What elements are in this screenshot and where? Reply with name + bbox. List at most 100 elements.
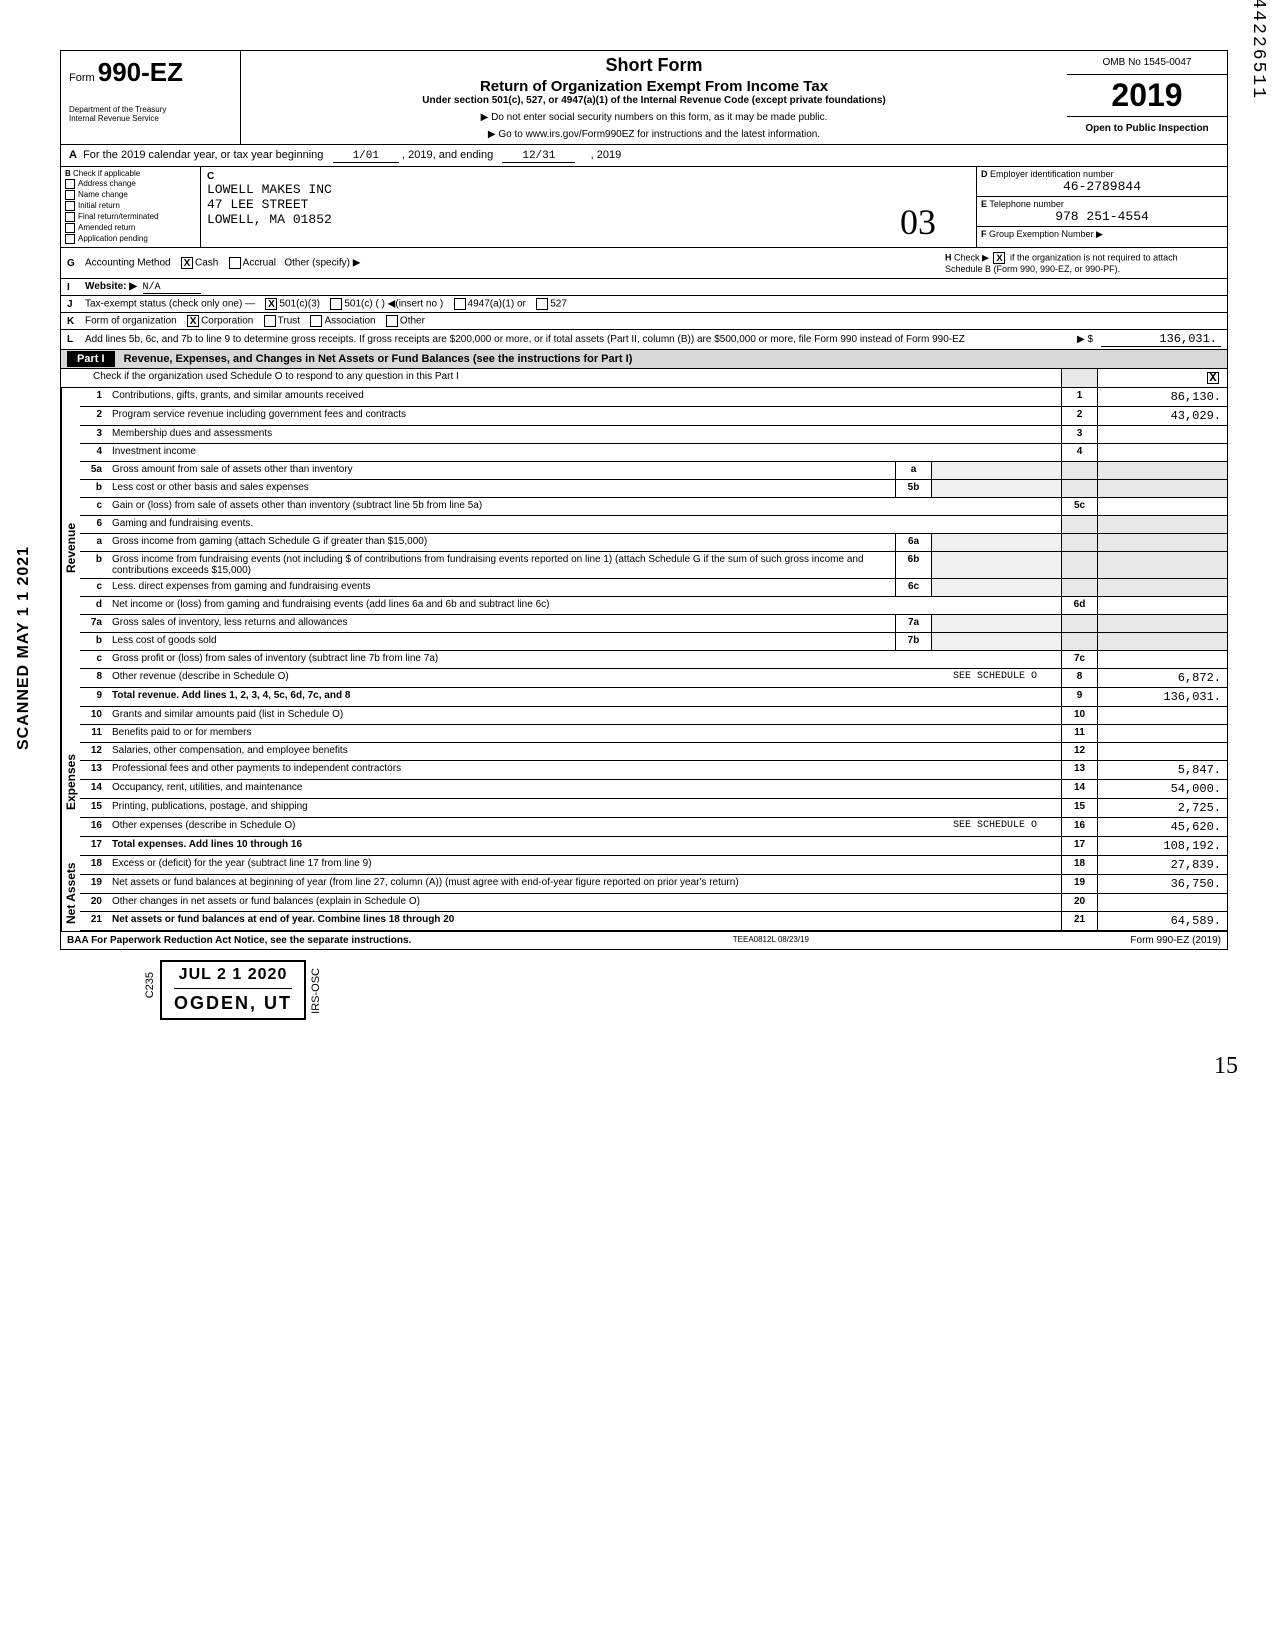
line-num: b <box>80 480 108 497</box>
chk-address[interactable] <box>65 179 75 189</box>
box-num: 19 <box>1061 875 1097 893</box>
box-amt <box>1097 444 1227 461</box>
i-label: I <box>67 282 85 293</box>
shaded <box>1061 579 1097 596</box>
mid-box: 7a <box>895 615 931 632</box>
stamp-side1: C235 <box>144 972 156 998</box>
line-desc: Gain or (loss) from sale of assets other… <box>108 498 1061 515</box>
line-a-label: A <box>69 149 77 161</box>
chk-cash[interactable]: X <box>181 257 193 269</box>
shaded <box>1097 534 1227 551</box>
line-desc: Printing, publications, postage, and shi… <box>108 799 1061 817</box>
line-desc: Gaming and fundraising events. <box>108 516 1061 533</box>
line-desc: Net income or (loss) from gaming and fun… <box>108 597 1061 614</box>
mid-amt <box>931 552 1061 578</box>
mid-box: 7b <box>895 633 931 650</box>
chk-amended[interactable] <box>65 223 75 233</box>
shaded <box>1097 462 1227 479</box>
shaded <box>1097 615 1227 632</box>
opt-4947: 4947(a)(1) or <box>468 299 526 310</box>
form-id-box: Form 990-EZ Department of the Treasury I… <box>61 51 241 144</box>
chk-pending[interactable] <box>65 234 75 244</box>
e-caption: Telephone number <box>989 199 1064 209</box>
line-17: 17Total expenses. Add lines 10 through 1… <box>80 837 1227 856</box>
chk-527[interactable] <box>536 298 548 310</box>
shaded <box>1061 534 1097 551</box>
line-6: 6Gaming and fundraising events. <box>80 516 1227 534</box>
chk-final[interactable] <box>65 212 75 222</box>
chk-name[interactable] <box>65 190 75 200</box>
stamp-date: JUL 2 1 2020 <box>174 966 292 984</box>
line-desc: Investment income <box>108 444 1061 461</box>
scanned-stamp: SCANNED MAY 1 1 2021 <box>15 546 33 750</box>
box-amt: 2,725. <box>1097 799 1227 817</box>
chk-trust[interactable] <box>264 315 276 327</box>
stamp-side2: IRS-OSC <box>310 968 322 1014</box>
opt-accrual: Accrual <box>243 258 276 269</box>
box-amt: 5,847. <box>1097 761 1227 779</box>
line-desc: Less. direct expenses from gaming and fu… <box>108 579 895 596</box>
chk-501c3[interactable]: X <box>265 298 277 310</box>
chk-assoc[interactable] <box>310 315 322 327</box>
netassets-side-label: Net Assets <box>61 856 80 931</box>
shaded <box>1097 516 1227 533</box>
chk-corp[interactable]: X <box>187 315 199 327</box>
line-num: 14 <box>80 780 108 798</box>
d-label: D <box>981 169 988 179</box>
line-num: 19 <box>80 875 108 893</box>
part1-label: Part I <box>67 351 115 367</box>
line-15: 15Printing, publications, postage, and s… <box>80 799 1227 818</box>
chk-4947[interactable] <box>454 298 466 310</box>
chk-501c-other[interactable] <box>330 298 342 310</box>
line-desc: Gross amount from sale of assets other t… <box>108 462 895 479</box>
shaded <box>1061 633 1097 650</box>
line-19: 19Net assets or fund balances at beginni… <box>80 875 1227 894</box>
shaded <box>1097 579 1227 596</box>
chk-accrual[interactable] <box>229 257 241 269</box>
opt-other-method: Other (specify) ▶ <box>284 258 360 269</box>
line-num: 20 <box>80 894 108 911</box>
line-desc: Other expenses (describe in Schedule O)S… <box>108 818 1061 836</box>
chk-schedule-b[interactable]: X <box>993 252 1005 264</box>
opt-trust: Trust <box>278 316 300 327</box>
line-num: b <box>80 552 108 578</box>
line-num: 11 <box>80 725 108 742</box>
line-desc: Less cost of goods sold <box>108 633 895 650</box>
box-amt: 86,130. <box>1097 388 1227 406</box>
ssn-warning: ▶ Do not enter social security numbers o… <box>249 112 1059 123</box>
line-num: 6 <box>80 516 108 533</box>
section-c: C LOWELL MAKES INC 47 LEE STREET LOWELL,… <box>201 167 977 247</box>
opt-other-org: Other <box>400 316 425 327</box>
website: N/A <box>143 282 201 294</box>
shaded <box>1061 615 1097 632</box>
line-b: bGross income from fundraising events (n… <box>80 552 1227 579</box>
line-desc: Grants and similar amounts paid (list in… <box>108 707 1061 724</box>
title-short-form: Short Form <box>249 55 1059 76</box>
box-amt: 136,031. <box>1097 688 1227 706</box>
title-return: Return of Organization Exempt From Incom… <box>249 78 1059 95</box>
line-num: 10 <box>80 707 108 724</box>
mid-box: a <box>895 462 931 479</box>
box-amt: 54,000. <box>1097 780 1227 798</box>
line-desc: Excess or (deficit) for the year (subtra… <box>108 856 1061 874</box>
line-desc: Total revenue. Add lines 1, 2, 3, 4, 5c,… <box>108 688 1061 706</box>
mid-amt <box>931 615 1061 632</box>
part1-header: Part I Revenue, Expenses, and Changes in… <box>61 350 1227 369</box>
subtitle-section: Under section 501(c), 527, or 4947(a)(1)… <box>249 95 1059 106</box>
opt-501c3: 501(c)(3) <box>279 299 320 310</box>
box-amt: 45,620. <box>1097 818 1227 836</box>
expenses-side-label: Expenses <box>61 707 80 856</box>
mid-amt <box>931 579 1061 596</box>
box-num: 10 <box>1061 707 1097 724</box>
form-990ez: Form 990-EZ Department of the Treasury I… <box>60 50 1228 950</box>
footer-mid: TEEA0812L 08/23/19 <box>733 935 809 946</box>
chk-initial[interactable] <box>65 201 75 211</box>
chk-other-org[interactable] <box>386 315 398 327</box>
line-desc: Salaries, other compensation, and employ… <box>108 743 1061 760</box>
chk-schedule-o-part1[interactable]: X <box>1207 372 1219 384</box>
c-label: C <box>207 171 970 182</box>
shaded <box>1061 552 1097 578</box>
opt-pending: Application pending <box>78 234 148 243</box>
line-3: 3Membership dues and assessments3 <box>80 426 1227 444</box>
line-num: c <box>80 498 108 515</box>
